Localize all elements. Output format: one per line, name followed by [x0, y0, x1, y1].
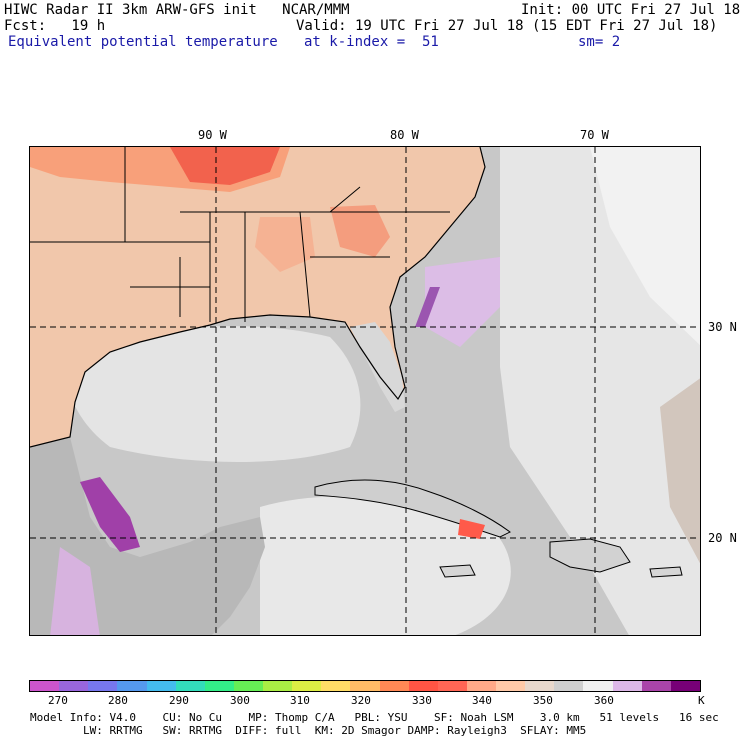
- colorbar-segment-7: [233, 681, 263, 691]
- lon-label-90w: 90 W: [198, 128, 227, 142]
- colorbar-label-270: 270: [48, 694, 68, 707]
- colorbar-segment-17: [525, 681, 555, 691]
- florida-land: [350, 322, 405, 412]
- forecast-hour: Fcst: 19 h: [4, 18, 106, 34]
- gulf-light-region: [66, 326, 361, 462]
- colorbar-segment-15: [466, 681, 496, 691]
- colorbar-label-290: 290: [169, 694, 189, 707]
- lilac-patch-pacific: [50, 547, 100, 635]
- colorbar-segment-2: [88, 681, 118, 691]
- colorbar-segment-9: [292, 681, 322, 691]
- field-name: Equivalent potential temperature: [8, 34, 278, 50]
- atlantic-lighter-region: [590, 147, 700, 346]
- latlon-grid: [30, 147, 700, 635]
- colorbar-segment-14: [437, 681, 467, 691]
- model-info-line2: LW: RRTMG SW: RRTMG DIFF: full KM: 2D Sm…: [30, 724, 587, 737]
- colorbar-segment-19: [583, 681, 613, 691]
- atlantic-tan-patch: [660, 378, 700, 564]
- map-image: [30, 147, 700, 635]
- colorbar-label-280: 280: [108, 694, 128, 707]
- lat-label-30n: 30 N: [708, 320, 737, 334]
- colorbar-label-340: 340: [472, 694, 492, 707]
- colorbar-label-310: 310: [290, 694, 310, 707]
- colorbar-label-360: 360: [594, 694, 614, 707]
- hot-core-north: [170, 147, 280, 185]
- colorbar-segment-21: [641, 681, 671, 691]
- warm-patch-south: [255, 217, 315, 272]
- colorbar-segment-6: [204, 681, 234, 691]
- lon-label-80w: 80 W: [390, 128, 419, 142]
- colorbar-unit: K: [698, 694, 705, 707]
- purple-streak-atlantic: [415, 287, 440, 327]
- smoothing-label: sm= 2: [578, 34, 621, 50]
- model-info-line1: Model Info: V4.0 CU: No Cu MP: Thomp C/A…: [30, 711, 719, 724]
- level-label: at k-index = 51: [304, 34, 439, 50]
- colorbar-segment-8: [263, 681, 293, 691]
- colorbar-label-350: 350: [533, 694, 553, 707]
- purple-streak-mexico: [80, 477, 140, 552]
- colorbar-segment-11: [350, 681, 380, 691]
- lat-label-20n: 20 N: [708, 531, 737, 545]
- state-boundaries: [30, 147, 450, 322]
- colorbar-segment-13: [408, 681, 438, 691]
- colorbar-segment-16: [496, 681, 526, 691]
- colorbar-segment-3: [117, 681, 147, 691]
- colorbar-segment-0: [30, 681, 60, 691]
- lilac-streak-atlantic: [425, 257, 500, 347]
- jamaica-land: [439, 564, 476, 578]
- colorbar-segment-10: [321, 681, 351, 691]
- map-panel: [29, 146, 701, 636]
- caribbean-light-region: [260, 496, 511, 635]
- colorbar-segment-18: [554, 681, 584, 691]
- colorbar-label-330: 330: [412, 694, 432, 707]
- colorbar-label-320: 320: [351, 694, 371, 707]
- puerto-rico-land: [649, 566, 683, 578]
- colorbar-segment-12: [379, 681, 409, 691]
- colorbar-segment-5: [175, 681, 205, 691]
- colorbar-segment-20: [612, 681, 642, 691]
- colorbar: [29, 680, 701, 692]
- hot-spot-cuba: [458, 519, 485, 539]
- colorbar-segment-4: [146, 681, 176, 691]
- lon-label-70w: 70 W: [580, 128, 609, 142]
- title-line: HIWC Radar II 3km ARW-GFS init NCAR/MMM: [4, 2, 350, 18]
- warm-patch-carolinas: [330, 205, 390, 257]
- valid-time: Valid: 19 UTC Fri 27 Jul 18 (15 EDT Fri …: [296, 18, 718, 34]
- colorbar-segment-22: [670, 681, 700, 691]
- colorbar-segment-1: [59, 681, 89, 691]
- init-time: Init: 00 UTC Fri 27 Jul 18: [521, 2, 740, 18]
- coastline: [30, 147, 486, 448]
- colorbar-label-300: 300: [230, 694, 250, 707]
